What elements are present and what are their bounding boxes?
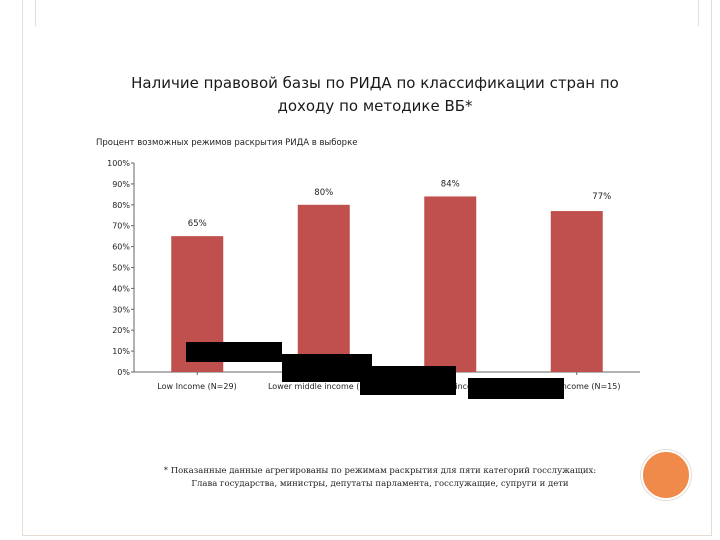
x-tick-label: income (N=15) [560,382,621,391]
frame-rule [698,0,699,26]
data-label: 65% [188,219,207,229]
footnote-line-2: Глава государства, министры, депутаты па… [191,479,569,489]
footnote-line-1: * Показанные данные агрегированы по режи… [163,466,597,476]
chart-title: Наличие правовой базы по РИДА по классиф… [131,74,619,115]
y-tick-label: 0% [117,368,130,377]
y-tick-label: 20% [112,326,130,335]
frame-rule [35,0,36,26]
redaction-block [186,342,282,362]
y-tick-label: 30% [112,305,130,314]
y-tick-label: 60% [112,243,130,252]
y-tick-label: 50% [112,264,130,273]
y-tick-label: 40% [112,284,130,293]
slide-frame [22,0,712,536]
x-tick-label: Lower middle income (N= [268,382,372,391]
decorative-circle [641,450,691,500]
redaction-block [282,354,372,382]
y-axis-label: Процент возможных режимов раскрытия РИДА… [96,138,358,148]
redaction-block [360,366,456,395]
bar [550,211,603,372]
data-label: 84% [441,179,460,189]
y-tick-label: 10% [112,347,130,356]
data-label: 77% [592,192,611,202]
y-tick-label: 90% [112,180,130,189]
data-label: 80% [314,188,333,198]
y-tick-label: 100% [107,159,130,168]
y-tick-label: 70% [112,222,130,231]
bar [297,204,350,372]
bar [424,196,477,372]
footnote: * Показанные данные агрегированы по режи… [110,465,650,491]
x-tick-label: Low Income (N=29) [157,382,236,391]
redaction-block [468,378,564,399]
y-tick-label: 80% [112,201,130,210]
